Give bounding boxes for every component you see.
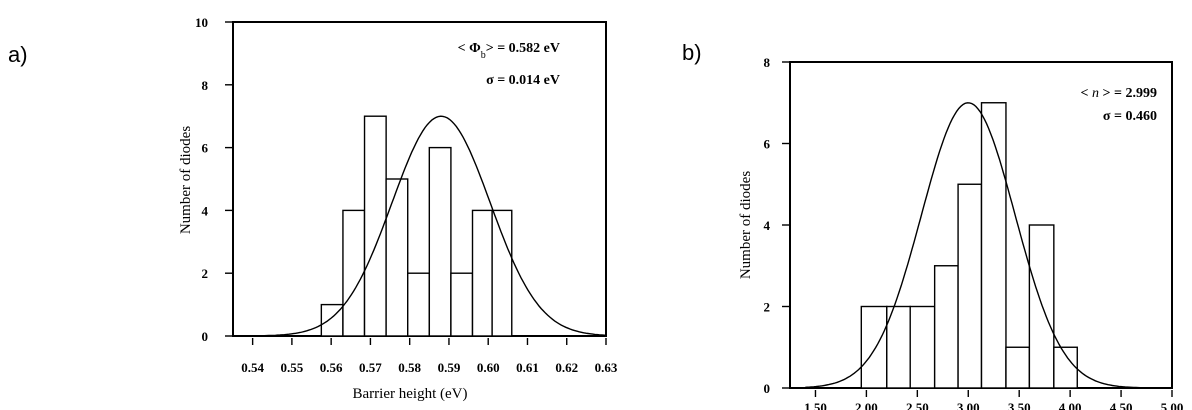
x-tick-label: 0.56 [320, 360, 343, 375]
histogram-bar [385, 178, 409, 337]
panel-b-label: b) [682, 40, 702, 65]
y-tick-label: 0 [202, 329, 209, 344]
gaussian-fit-curve [805, 102, 1147, 389]
x-tick-label: 3.00 [957, 400, 980, 410]
histogram-bar [450, 272, 474, 337]
x-tick-label: 0.62 [555, 360, 578, 375]
y-tick-label: 10 [195, 15, 208, 30]
x-tick-label: 3.50 [1008, 400, 1031, 410]
histogram-bar [1005, 346, 1031, 389]
gaussian-fit-curve [248, 115, 607, 337]
histogram-bar [1028, 224, 1055, 389]
chart-a: 0.54 0.55 0.56 0.57 0.58 0.59 0.60 0.61 0.62 0.63… [178, 15, 618, 402]
histogram-bar [342, 209, 366, 337]
y-tick-label: 6 [764, 137, 771, 152]
y-tick-label: 0 [764, 381, 771, 396]
y-tick-label: 8 [202, 78, 209, 93]
x-tick-label: 2.50 [906, 400, 929, 410]
x-tick-label: 0.60 [477, 360, 500, 375]
panel-a-label: a) [8, 42, 28, 67]
x-tick-label: 4.00 [1059, 400, 1082, 410]
x-tick-label: 0.61 [516, 360, 539, 375]
x-axis-title: Barrier height (eV) [353, 386, 468, 402]
y-tick-label: 4 [202, 203, 209, 218]
stats-annotation: σ = 0.460 [1103, 109, 1157, 124]
histogram-bar [860, 305, 888, 389]
y-axis-title: Number of diodes [738, 171, 754, 279]
histogram-bar [980, 102, 1007, 389]
x-tick-label: 1.50 [804, 400, 827, 410]
histogram-bar [933, 265, 959, 389]
x-tick-label: 0.63 [595, 360, 618, 375]
histogram-bar [407, 272, 431, 337]
x-tick-label: 0.58 [398, 360, 421, 375]
x-tick-label: 0.57 [359, 360, 382, 375]
y-tick-label: 2 [764, 300, 771, 315]
x-tick-label: 2.00 [855, 400, 878, 410]
histogram-bar [1053, 346, 1078, 389]
x-tick-label: 0.55 [281, 360, 304, 375]
histogram-bar [428, 146, 452, 337]
y-tick-label: 2 [202, 266, 209, 281]
y-tick-label: 4 [764, 218, 771, 233]
stats-annotation: < n > = 2.999 [1081, 86, 1157, 101]
histogram-bar [491, 209, 513, 337]
stats-annotation: σ = 0.014 eV [486, 73, 560, 88]
y-axis-title: Number of diodes [178, 126, 194, 234]
x-tick-label: 5.00 [1161, 400, 1184, 410]
stats-annotation: < Φb> = 0.582 eV [458, 41, 560, 61]
histogram-bar [471, 209, 493, 337]
x-tick-label: 0.59 [438, 360, 461, 375]
histogram-bar [909, 305, 936, 389]
histogram-bar [957, 183, 983, 389]
x-tick-label: 0.54 [241, 360, 264, 375]
chart-b: 1.50 2.00 2.50 3.00 3.50 4.00 4.50 5.00 0 2 4 6 8 Num… [738, 55, 1183, 410]
histogram-bar [886, 305, 911, 389]
y-tick-label: 8 [764, 55, 771, 70]
x-tick-label: 4.50 [1110, 400, 1133, 410]
y-tick-label: 6 [202, 141, 209, 156]
